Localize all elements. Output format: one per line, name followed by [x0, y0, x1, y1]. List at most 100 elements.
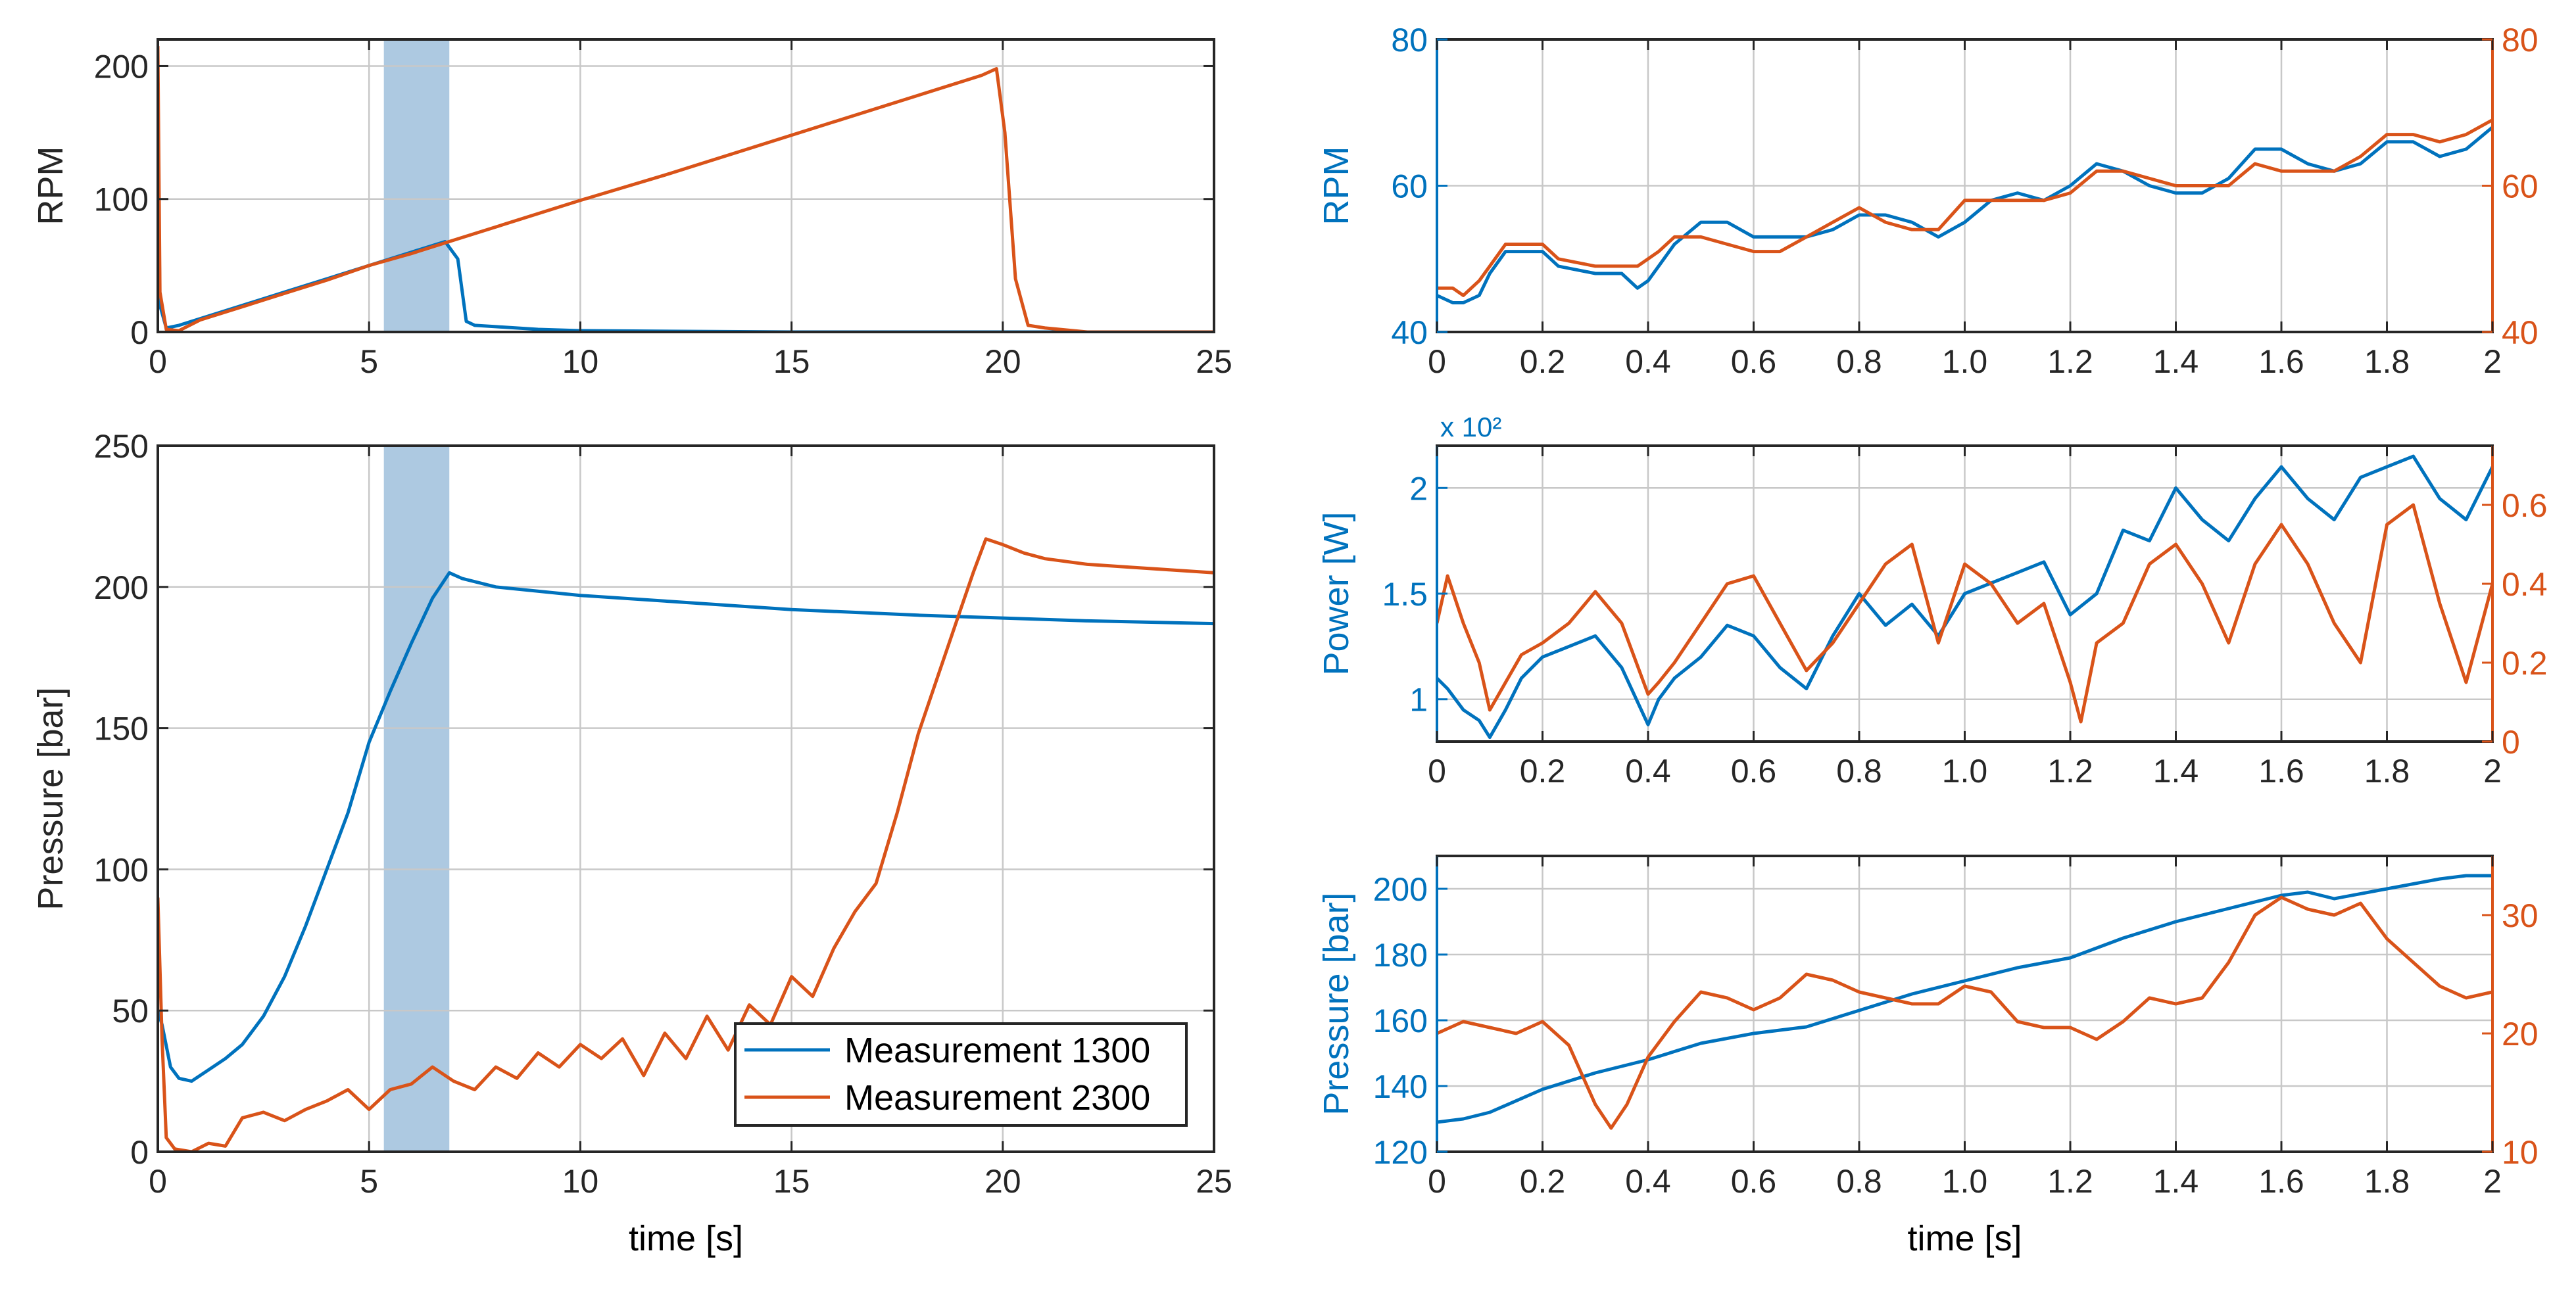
pressure_zoom-ytick-label: 180: [1373, 937, 1428, 974]
rpm_zoom-ylabel: RPM: [1317, 147, 1356, 225]
rpm_zoom-ytick-right-label: 40: [2502, 314, 2539, 351]
pressure_zoom-ytick-label: 120: [1373, 1134, 1428, 1171]
power_zoom-xtick-label: 1.4: [2153, 753, 2199, 790]
pressure_full-xtick-label: 10: [562, 1163, 599, 1200]
pressure_zoom-xtick-label: 0.8: [1836, 1163, 1882, 1200]
pressure_zoom-xtick-label: 0: [1428, 1163, 1446, 1200]
pressure_zoom-xtick-label: 1.0: [1942, 1163, 1988, 1200]
rpm_full-ylabel: RPM: [31, 147, 70, 225]
legend-box: [734, 1022, 1188, 1127]
pressure_full-ytick-label: 250: [94, 428, 149, 465]
power_zoom-xtick-label: 0: [1428, 753, 1446, 790]
power_zoom-xtick-label: 0.6: [1731, 753, 1777, 790]
power_zoom-ylabel: Power [W]: [1317, 511, 1356, 675]
rpm_full-plot-area: [158, 39, 1214, 332]
rpm_zoom-ytick-right-label: 80: [2502, 22, 2539, 59]
rpm_zoom-ytick-label: 40: [1391, 314, 1428, 351]
pressure_zoom-ytick-label: 160: [1373, 1003, 1428, 1039]
pressure_zoom-xtick-label: 0.6: [1731, 1163, 1777, 1200]
pressure_zoom-ytick-label: 140: [1373, 1068, 1428, 1105]
pressure_zoom-series-measurement-1300: [1437, 874, 2492, 1124]
rpm_full-xtick-label: 5: [360, 343, 378, 380]
rpm_zoom-xtick-label: 1.0: [1942, 343, 1988, 380]
pressure_zoom-xtick-label: 1.6: [2258, 1163, 2304, 1200]
power_zoom-ytick-right-label: 0.2: [2502, 645, 2548, 682]
rpm_full-xtick-label: 25: [1196, 343, 1232, 380]
power_zoom-ytick-label: 1.5: [1382, 576, 1428, 613]
pressure-zoom-panel: 0 0.2 0.4 0.6 0.8 1.0 1.2 1.4 1.6 1.8 2 120 140 160 18…: [1317, 855, 2539, 1258]
rpm_zoom-series-measurement-1300: [1437, 126, 2492, 304]
pressure_zoom-ylabel: Pressure [bar]: [1317, 892, 1356, 1115]
pressure_full-xlabel: time [s]: [629, 1219, 743, 1258]
rpm_full-series-measurement-2300: [158, 46, 1214, 332]
pressure_zoom-ytick-label: 200: [1373, 871, 1428, 908]
rpm-full-panel: 0 5 10 15 20 25 0 100 200 RPM: [31, 38, 1232, 380]
power-zoom-panel: 0 0.2 0.4 0.6 0.8 1.0 1.2 1.4 1.6 1.8 211.5200.20.…: [1317, 412, 2548, 790]
pressure_full-ytick-label: 100: [94, 851, 149, 888]
rpm_zoom-xtick-label: 1.6: [2258, 343, 2304, 380]
power_zoom-xtick-label: 1.2: [2047, 753, 2093, 790]
pressure_zoom-xtick-label: 1.4: [2153, 1163, 2199, 1200]
rpm_zoom-xtick-label: 0.4: [1625, 343, 1671, 380]
power_zoom-xtick-label: 1.8: [2364, 753, 2410, 790]
pressure_full-xtick-label: 20: [984, 1163, 1021, 1200]
pressure_zoom-ytick-right-label: 10: [2502, 1134, 2539, 1171]
rpm_zoom-ytick-label: 60: [1391, 168, 1428, 205]
pressure_zoom-xtick-label: 1.8: [2364, 1163, 2410, 1200]
power_zoom-xtick-label: 2: [2483, 753, 2502, 790]
rpm_full-xtick-label: 20: [984, 343, 1021, 380]
pressure_zoom-xtick-label: 2: [2483, 1163, 2502, 1200]
rpm_full-xtick-label: 15: [773, 343, 810, 380]
legend-label-2300: Measurement 2300: [844, 1078, 1150, 1118]
rpm_zoom-xtick-label: 0.2: [1520, 343, 1566, 380]
power_zoom-xtick-label: 0.8: [1836, 753, 1882, 790]
rpm_zoom-xtick-label: 1.8: [2364, 343, 2410, 380]
pressure_full-ylabel: Pressure [bar]: [31, 687, 70, 910]
rpm_full-highlight-band: [383, 39, 450, 332]
pressure_full-xtick-label: 5: [360, 1163, 378, 1200]
pressure_full-ytick-label: 150: [94, 711, 149, 747]
pressure_full-ytick-label: 0: [130, 1134, 149, 1171]
rpm_full-ytick-label: 200: [94, 48, 149, 85]
rpm-zoom-panel: 0 0.2 0.4 0.6 0.8 1.0 1.2 1.4 1.6 1.8 240608040608…: [1317, 22, 2539, 380]
power_zoom-xtick-label: 0.4: [1625, 753, 1671, 790]
power_zoom-multiplier-label: x 10²: [1440, 412, 1501, 442]
pressure_full-highlight-band: [383, 446, 450, 1152]
rpm_full-ytick-label: 0: [130, 314, 149, 351]
rpm_zoom-series-measurement-2300: [1437, 118, 2492, 297]
rpm_zoom-xtick-label: 0.8: [1836, 343, 1882, 380]
power_zoom-ytick-label: 2: [1409, 470, 1428, 507]
rpm_zoom-xtick-label: 0.6: [1731, 343, 1777, 380]
pressure_zoom-xtick-label: 0.4: [1625, 1163, 1671, 1200]
pressure_zoom-ytick-right-label: 30: [2502, 897, 2539, 934]
pressure_full-xtick-label: 15: [773, 1163, 810, 1200]
rpm_zoom-xtick-label: 1.2: [2047, 343, 2093, 380]
rpm_zoom-ytick-right-label: 60: [2502, 168, 2539, 205]
power_zoom-xtick-label: 1.6: [2258, 753, 2304, 790]
power_zoom-xtick-label: 0.2: [1520, 753, 1566, 790]
power_zoom-ytick-label: 1: [1409, 682, 1428, 719]
pressure_zoom-ytick-right-label: 20: [2502, 1016, 2539, 1053]
pressure_zoom-series-measurement-2300: [1437, 895, 2492, 1130]
pressure_full-series-measurement-2300: [158, 537, 1214, 1152]
power_zoom-ytick-right-label: 0: [2502, 724, 2520, 761]
power_zoom-series-measurement-2300: [1437, 503, 2492, 724]
rpm_full-xtick-label: 0: [149, 343, 167, 380]
pressure_full-series-measurement-1300: [158, 571, 1214, 1083]
pressure_full-axes-box: [157, 444, 1215, 1153]
rpm_zoom-xtick-label: 0: [1428, 343, 1446, 380]
rpm_zoom-xtick-label: 2: [2483, 343, 2502, 380]
pressure_zoom-xtick-label: 1.2: [2047, 1163, 2093, 1200]
rpm_zoom-xtick-label: 1.4: [2153, 343, 2199, 380]
legend-label-1300: Measurement 1300: [844, 1031, 1150, 1070]
power_zoom-ytick-right-label: 0.6: [2502, 487, 2548, 524]
rpm_zoom-ytick-label: 80: [1391, 22, 1428, 59]
legend: Measurement 1300 Measurement 2300: [734, 1022, 1188, 1127]
rpm_full-ytick-label: 100: [94, 181, 149, 218]
pressure_full-xtick-label: 25: [1196, 1163, 1232, 1200]
rpm_full-xtick-label: 10: [562, 343, 599, 380]
power_zoom-ytick-right-label: 0.4: [2502, 566, 2548, 603]
pressure_zoom-xtick-label: 0.2: [1520, 1163, 1566, 1200]
